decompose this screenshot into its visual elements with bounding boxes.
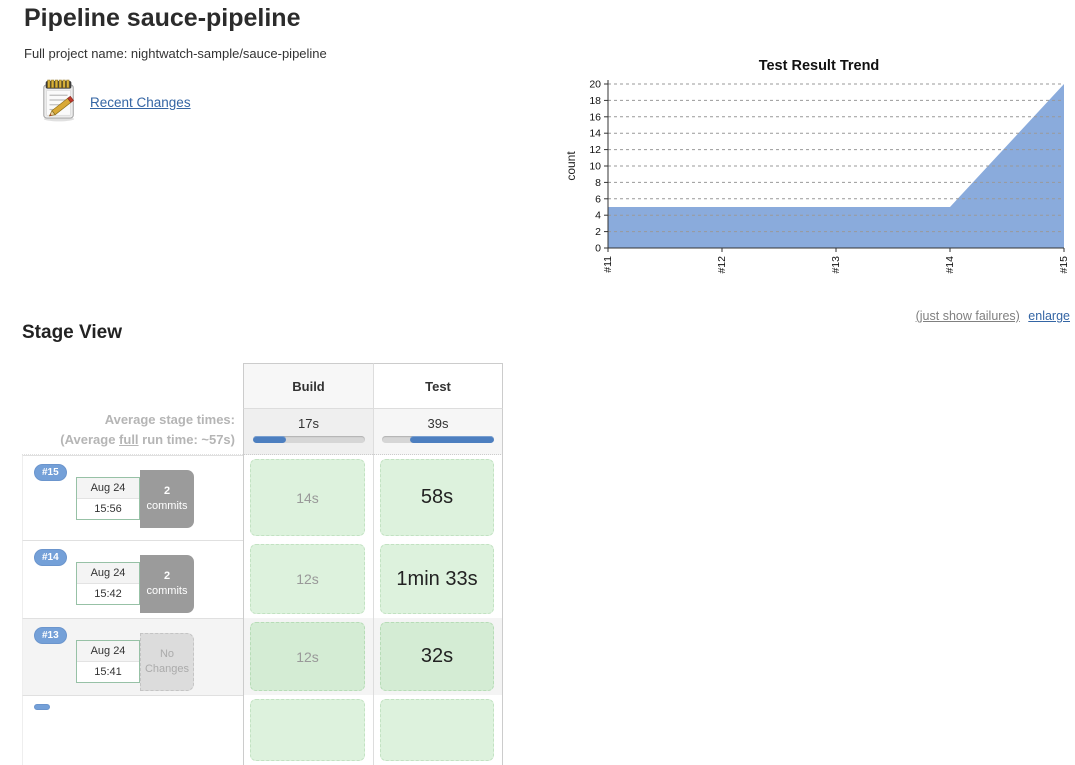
no-changes-box: No Changes: [140, 633, 194, 691]
stage-status-cell[interactable]: 32s: [380, 622, 494, 691]
build-time: 15:42: [77, 584, 139, 604]
commits-box[interactable]: 2 commits: [140, 555, 194, 613]
stage-cell-test: 58s: [373, 455, 503, 540]
stage-status-cell[interactable]: 12s: [250, 622, 365, 691]
svg-text:0: 0: [595, 243, 601, 255]
test-time-bar: [382, 436, 494, 443]
build-time: 15:41: [77, 662, 139, 682]
build-row-header: #14 2 commits Aug 24 15:42: [22, 540, 243, 618]
spacer: [22, 450, 243, 455]
average-time-build: 17s: [243, 409, 373, 450]
stage-duration: 32s: [420, 645, 454, 667]
svg-text:16: 16: [589, 111, 601, 123]
svg-text:12: 12: [589, 144, 601, 156]
svg-text:count: count: [564, 151, 578, 181]
stage-status-cell[interactable]: [380, 699, 494, 761]
svg-text:#13: #13: [830, 256, 842, 274]
spacer: [243, 450, 373, 455]
changes-line: Changes: [144, 663, 190, 675]
stage-cell-build: 12s: [243, 618, 373, 695]
svg-text:#11: #11: [602, 256, 614, 273]
build-row-header: #13 No Changes Aug 24 15:41: [22, 618, 243, 695]
test-result-trend-chart: Test Result Trend 0 2 4 6 8 10 12 14 16 18 20 #11 #1…: [562, 58, 1075, 323]
average-duration-build: 17s: [298, 416, 319, 431]
changes-line: No: [159, 648, 175, 661]
build-row-header: [22, 695, 243, 765]
stage-cell-test: 1min 33s: [373, 540, 503, 618]
chart-title: Test Result Trend: [758, 58, 880, 74]
svg-text:8: 8: [595, 177, 601, 189]
stage-duration: 12s: [296, 571, 319, 587]
stage-cell-test: 32s: [373, 618, 503, 695]
build-date-box[interactable]: Aug 24 15:42: [76, 562, 140, 605]
svg-text:20: 20: [589, 79, 601, 91]
stage-duration: 1min 33s: [396, 567, 478, 590]
stage-status-cell[interactable]: [250, 699, 365, 761]
build-date-box[interactable]: Aug 24 15:56: [76, 477, 140, 520]
stage-view-heading: Stage View: [22, 322, 122, 343]
table-corner: [22, 363, 243, 409]
build-row-header: #15 2 commits Aug 24 15:56: [22, 455, 243, 540]
build-date: Aug 24: [77, 478, 139, 499]
commits-box[interactable]: 2 commits: [140, 470, 194, 528]
stage-cell-build: 14s: [243, 455, 373, 540]
stage-cell-test: [373, 695, 503, 765]
svg-text:#12: #12: [716, 256, 728, 274]
stage-duration: 58s: [420, 486, 454, 508]
column-header-test: Test: [373, 363, 503, 409]
build-number-badge[interactable]: #14: [34, 549, 67, 566]
average-duration-test: 39s: [427, 416, 449, 431]
average-time-test: 39s: [373, 409, 503, 450]
stage-status-cell[interactable]: 12s: [250, 544, 365, 614]
svg-text:10: 10: [589, 161, 601, 173]
changes-line: commits: [146, 585, 188, 597]
build-time-bar: [252, 436, 365, 443]
stage-status-cell[interactable]: 58s: [380, 459, 494, 536]
stage-cell-build: 12s: [243, 540, 373, 618]
svg-text:18: 18: [589, 95, 601, 107]
svg-text:6: 6: [595, 193, 601, 205]
average-stage-times-label: Average stage times: (Average full run t…: [60, 412, 235, 447]
changes-line: 2: [163, 570, 171, 583]
build-number-badge[interactable]: #13: [34, 627, 67, 644]
recent-changes-link[interactable]: Recent Changes: [90, 95, 191, 110]
build-date-box[interactable]: Aug 24 15:41: [76, 640, 140, 683]
changes-line: commits: [146, 500, 188, 512]
stage-duration: 12s: [296, 648, 319, 665]
svg-text:14: 14: [589, 128, 601, 140]
column-header-build: Build: [243, 363, 373, 409]
build-time: 15:56: [77, 499, 139, 519]
build-date: Aug 24: [77, 641, 139, 662]
trend-area-chart: 0 2 4 6 8 10 12 14 16 18 20 #11 #12 #13 #14 #15 count: [564, 79, 1070, 274]
svg-text:2: 2: [595, 226, 601, 238]
stage-cell-build: [243, 695, 373, 765]
page-title: Pipeline sauce-pipeline: [24, 4, 301, 32]
enlarge-link[interactable]: enlarge: [1028, 309, 1070, 323]
notepad-pencil-icon: [40, 78, 78, 127]
build-date: Aug 24: [77, 563, 139, 584]
build-number-badge[interactable]: #15: [34, 464, 67, 481]
stage-status-cell[interactable]: 1min 33s: [380, 544, 494, 614]
svg-text:#14: #14: [944, 256, 956, 274]
recent-changes-block: Recent Changes: [40, 78, 191, 127]
spacer: [373, 450, 503, 455]
just-show-failures-link[interactable]: (just show failures): [915, 309, 1020, 323]
stage-duration: 14s: [296, 489, 319, 506]
stage-status-cell[interactable]: 14s: [250, 459, 365, 536]
changes-line: 2: [163, 485, 171, 498]
svg-text:4: 4: [595, 210, 601, 222]
svg-text:#15: #15: [1058, 256, 1070, 274]
full-project-name: Full project name: nightwatch-sample/sau…: [24, 46, 327, 61]
